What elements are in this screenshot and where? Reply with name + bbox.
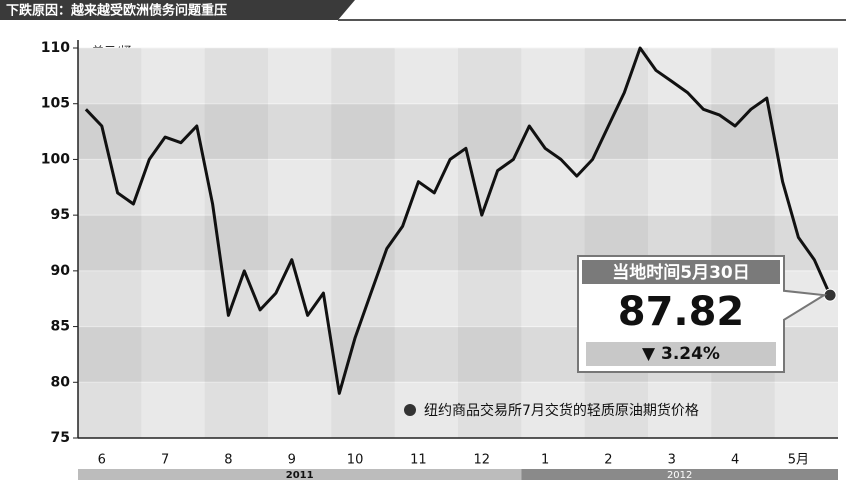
y-tick-label: 95 bbox=[51, 207, 70, 223]
legend-marker bbox=[404, 404, 416, 416]
month-band bbox=[78, 48, 142, 438]
x-tick-label: 12 bbox=[473, 453, 490, 468]
x-tick-label: 4 bbox=[731, 453, 739, 468]
month-band bbox=[521, 48, 585, 438]
price-line bbox=[84, 46, 832, 395]
legend-label: 纽约商品交易所7月交货的轻质原油期货价格 bbox=[424, 402, 699, 419]
month-band bbox=[774, 48, 838, 438]
y-tick-label: 110 bbox=[41, 40, 70, 56]
y-tick-label: 75 bbox=[51, 430, 70, 446]
y-tick-label: 90 bbox=[51, 263, 71, 279]
grid-band bbox=[78, 48, 838, 104]
x-tick-label: 10 bbox=[347, 453, 364, 468]
month-band bbox=[394, 48, 458, 438]
y-tick-label: 100 bbox=[41, 151, 70, 167]
x-tick-label: 2 bbox=[604, 453, 612, 468]
month-band bbox=[268, 48, 332, 438]
callout-change: ▼ 3.24% bbox=[642, 344, 720, 364]
x-tick-label: 8 bbox=[224, 453, 232, 468]
month-band bbox=[331, 48, 395, 438]
y-tick-label: 80 bbox=[51, 374, 71, 390]
x-tick-label: 1 bbox=[541, 453, 549, 468]
y-tick-label: 85 bbox=[51, 319, 70, 335]
grid-band bbox=[78, 382, 838, 438]
x-tick-label: 11 bbox=[410, 453, 427, 468]
callout-header bbox=[582, 260, 780, 284]
callout-date: 当地时间5月30日 bbox=[612, 262, 750, 283]
callout-change-bg bbox=[586, 342, 776, 366]
year-bar bbox=[521, 469, 838, 480]
chart-title: 下跌原因：越来越受欧洲债务问题重压 bbox=[6, 3, 227, 19]
x-tick-label: 6 bbox=[98, 453, 106, 468]
year-label: 2012 bbox=[667, 470, 692, 481]
y-tick-label: 105 bbox=[41, 96, 70, 112]
x-tick-label: 3 bbox=[668, 453, 676, 468]
month-band bbox=[711, 48, 775, 438]
year-label: 2011 bbox=[286, 470, 314, 481]
month-band bbox=[204, 48, 268, 438]
x-tick-label: 5月 bbox=[788, 453, 809, 468]
x-tick-label: 7 bbox=[161, 453, 169, 468]
title-banner bbox=[0, 0, 355, 20]
callout-value: 87.82 bbox=[618, 289, 745, 335]
x-tick-label: 9 bbox=[288, 453, 296, 468]
month-band bbox=[141, 48, 205, 438]
year-bar bbox=[78, 469, 522, 480]
month-band bbox=[458, 48, 522, 438]
